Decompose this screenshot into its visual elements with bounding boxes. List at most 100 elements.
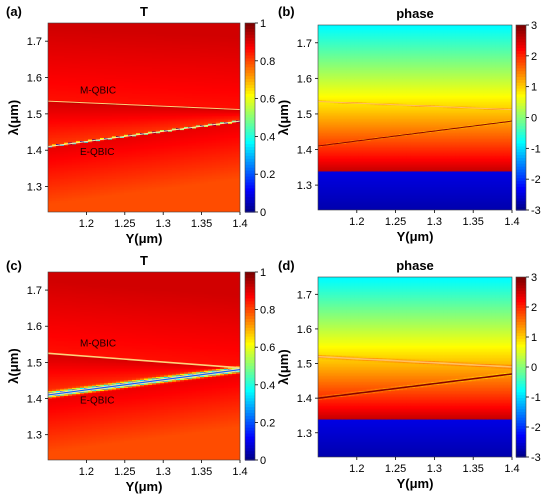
heatmap-cell — [208, 167, 213, 171]
heatmap-cell — [156, 111, 161, 114]
heatmap-cell — [88, 172, 93, 175]
heatmap-cell — [116, 183, 121, 186]
heatmap-cell — [176, 200, 181, 204]
heatmap-cell — [52, 43, 57, 46]
heatmap-cell — [192, 54, 197, 57]
heatmap-cell — [56, 111, 61, 114]
heatmap-cell — [204, 126, 209, 130]
heatmap-cell — [124, 194, 129, 197]
heatmap-cell — [160, 196, 165, 199]
heatmap-cell — [208, 191, 213, 194]
heatmap-cell — [100, 63, 105, 67]
heatmap-cell — [108, 174, 113, 177]
heatmap-cell — [164, 131, 169, 134]
heatmap-cell — [164, 177, 169, 180]
heatmap-cell — [196, 130, 201, 133]
heatmap-cell — [96, 153, 101, 156]
heatmap-cell — [176, 62, 181, 65]
heatmap-cell — [116, 205, 121, 208]
heatmap-cell — [180, 63, 185, 67]
heatmap-cell — [172, 164, 177, 167]
heatmap-cell — [156, 145, 161, 149]
heatmap-cell — [156, 210, 161, 212]
heatmap-cell — [176, 46, 181, 49]
heatmap-cell — [108, 194, 113, 197]
heatmap-cell — [172, 169, 177, 172]
heatmap-cell — [60, 45, 65, 48]
heatmap-cell — [196, 177, 201, 180]
heatmap-cell — [116, 104, 121, 108]
heatmap-cell — [160, 155, 165, 158]
heatmap-cell — [52, 23, 57, 26]
heatmap-cell — [48, 37, 53, 40]
heatmap-cell — [144, 204, 149, 207]
heatmap-cell — [76, 117, 81, 120]
heatmap-cell — [164, 84, 169, 87]
heatmap-cell — [48, 73, 53, 76]
heatmap-cell — [72, 79, 77, 82]
heatmap-cell — [76, 199, 81, 202]
heatmap-cell — [92, 177, 97, 180]
heatmap-cell — [132, 204, 137, 207]
heatmap-cell — [188, 156, 193, 160]
heatmap-cell — [140, 26, 145, 29]
heatmap-cell — [84, 185, 89, 188]
heatmap-cell — [52, 114, 57, 117]
heatmap-cell — [64, 153, 69, 156]
heatmap-cell — [48, 125, 53, 128]
heatmap-cell — [208, 139, 213, 142]
heatmap-cell — [172, 56, 177, 59]
heatmap-cell — [84, 111, 89, 114]
heatmap-cell — [68, 101, 73, 104]
heatmap-cell — [112, 137, 117, 141]
heatmap-cell — [132, 169, 137, 172]
heatmap-cell — [96, 207, 101, 210]
heatmap-cell — [208, 172, 213, 175]
heatmap-cell — [176, 34, 181, 37]
heatmap-cell — [76, 155, 81, 158]
heatmap-cell — [96, 158, 101, 161]
heatmap-cell — [120, 101, 125, 104]
heatmap-cell — [68, 175, 73, 178]
heatmap-cell — [88, 108, 93, 111]
heatmap-cell — [92, 130, 97, 133]
heatmap-cell — [112, 183, 117, 186]
heatmap-cell — [104, 200, 109, 204]
heatmap-cell — [60, 112, 65, 115]
heatmap-cell — [208, 145, 213, 149]
heatmap-cell — [112, 186, 117, 189]
heatmap-cell — [64, 81, 69, 84]
heatmap-cell — [48, 189, 53, 193]
heatmap-cell — [148, 30, 153, 34]
heatmap-cell — [56, 189, 61, 193]
heatmap-cell — [192, 183, 197, 186]
heatmap-cell — [140, 101, 145, 104]
heatmap-cell — [124, 23, 129, 26]
heatmap-cell — [48, 167, 53, 171]
heatmap-cell — [172, 52, 177, 56]
heatmap-cell — [52, 48, 57, 51]
heatmap-cell — [136, 112, 141, 115]
heatmap-cell — [160, 125, 165, 128]
heatmap-cell — [96, 189, 101, 193]
heatmap-cell — [120, 134, 125, 137]
heatmap-cell — [104, 183, 109, 186]
heatmap-cell — [120, 137, 125, 141]
heatmap-cell — [156, 197, 161, 200]
heatmap-cell — [80, 92, 85, 95]
heatmap-cell — [152, 60, 157, 63]
heatmap-cell — [140, 126, 145, 130]
heatmap-cell — [188, 202, 193, 205]
heatmap-cell — [108, 137, 113, 141]
heatmap-cell — [68, 62, 73, 65]
heatmap-cell — [148, 68, 153, 71]
heatmap-cell — [152, 119, 157, 122]
heatmap-cell — [88, 183, 93, 186]
heatmap-cell — [144, 52, 149, 56]
heatmap-cell — [168, 30, 173, 34]
heatmap-cell — [160, 153, 165, 156]
heatmap-cell — [84, 196, 89, 199]
heatmap-cell — [200, 167, 205, 171]
heatmap-cell — [64, 171, 69, 174]
heatmap-cell — [168, 163, 173, 166]
